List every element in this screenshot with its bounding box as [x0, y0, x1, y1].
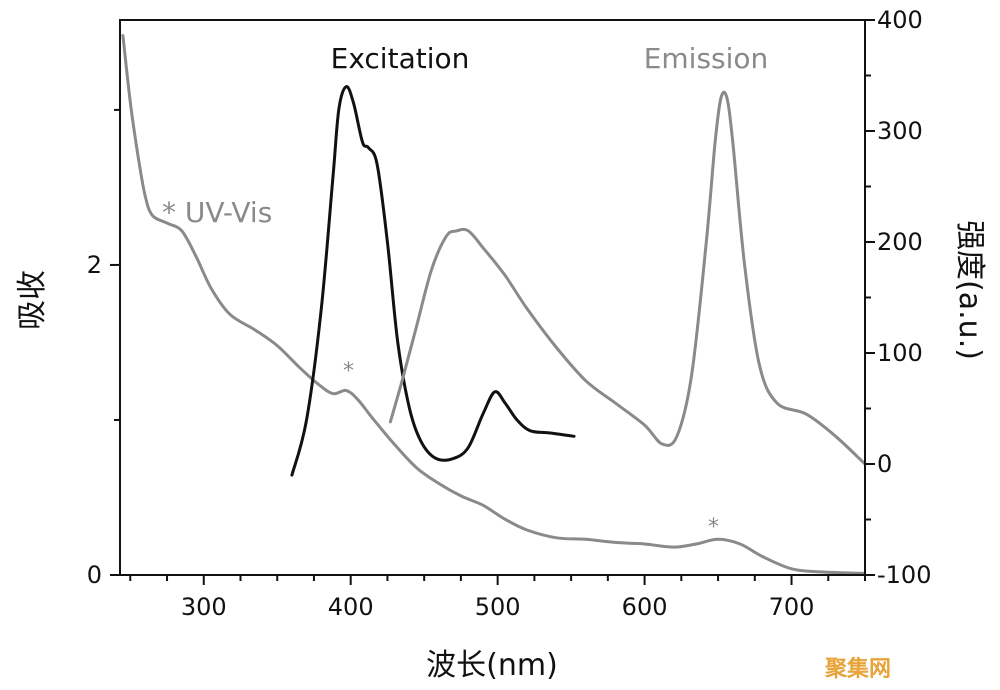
left-y-tick-label: 2 [87, 251, 102, 279]
right-y-tick-label: 200 [877, 228, 923, 256]
left-y-axis-title: 吸收 [15, 270, 50, 330]
right-y-axis-title: 强度(a.u.) [952, 220, 987, 360]
right-y-tick-label: 0 [877, 450, 892, 478]
series-line-excitation [290, 85, 576, 477]
peak-marker-400: * [343, 359, 354, 384]
x-tick-label: 400 [328, 593, 374, 621]
right-y-tick-label: -100 [877, 561, 931, 589]
series-line-uv-vis [121, 34, 865, 575]
x-tick-label: 500 [475, 593, 521, 621]
label-excitation: Excitation [331, 42, 470, 75]
label-emission: Emission [644, 42, 769, 75]
x-tick-label: 600 [622, 593, 668, 621]
right-y-tick-label: 400 [877, 6, 923, 34]
right-y-tick-label: 100 [877, 339, 923, 367]
left-y-tick-label: 0 [87, 561, 102, 589]
series-layer [121, 34, 865, 575]
watermark-logo: 聚集网 [824, 656, 891, 682]
x-axis-title: 波长(nm) [426, 648, 558, 683]
ticks-layer: 300 400 500 600 700 0 2 -100 0 100 200 300 400 [87, 6, 932, 621]
x-tick-label: 300 [181, 593, 227, 621]
series-line-emission [388, 90, 865, 466]
x-tick-label: 700 [769, 593, 815, 621]
right-y-tick-label: 300 [877, 117, 923, 145]
label-uv-vis: * UV-Vis [162, 196, 272, 229]
peak-marker-650: * [708, 515, 719, 540]
